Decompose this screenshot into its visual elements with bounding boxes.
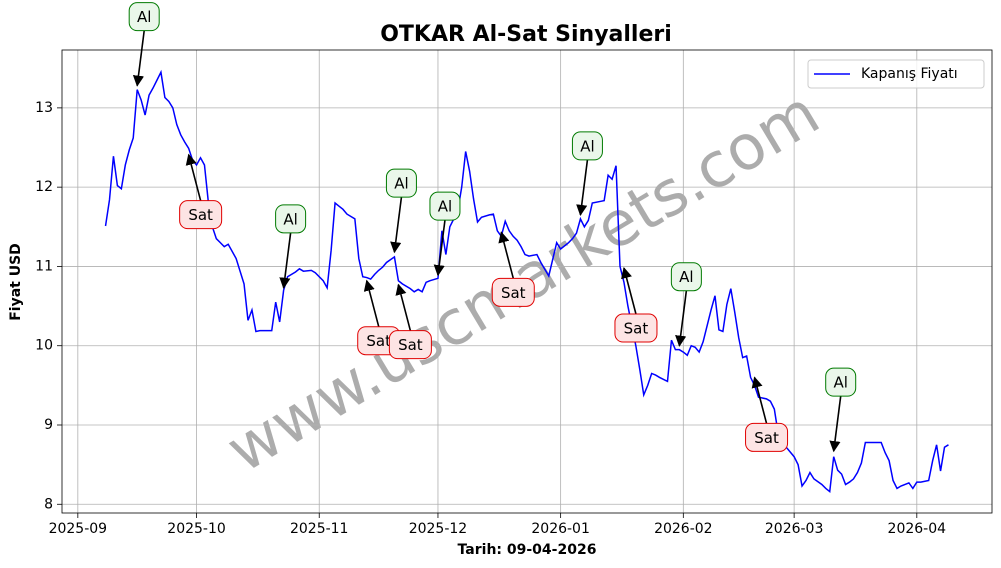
signal-arrow bbox=[395, 283, 412, 331]
x-tick-label: 2025-09 bbox=[49, 521, 108, 537]
signal-arrow bbox=[132, 30, 145, 87]
y-tick-label: 12 bbox=[35, 179, 53, 195]
signal-label: Sat bbox=[501, 284, 526, 302]
signal-label: Al bbox=[580, 137, 594, 155]
signal-arrow bbox=[279, 232, 292, 289]
signal-label: Sat bbox=[366, 332, 391, 350]
plot-frame bbox=[61, 49, 993, 514]
signal-box bbox=[385, 168, 417, 198]
x-tick-label: 2025-11 bbox=[290, 521, 349, 537]
signal-box bbox=[179, 200, 223, 230]
signal-label: Al bbox=[394, 175, 408, 193]
y-tick-label: 8 bbox=[44, 496, 53, 512]
x-tick-label: 2026-03 bbox=[765, 521, 824, 537]
signal-arrow bbox=[829, 396, 842, 453]
signal-arrow bbox=[751, 376, 768, 424]
legend-box bbox=[807, 59, 985, 89]
signal-arrow bbox=[675, 290, 688, 347]
y-tick-label: 9 bbox=[44, 417, 53, 433]
x-tick-label: 2026-01 bbox=[531, 521, 590, 537]
signal-box bbox=[614, 313, 658, 343]
signal-box bbox=[745, 422, 789, 452]
signal-box bbox=[825, 367, 857, 397]
signal-label: Al bbox=[283, 210, 297, 228]
signal-arrow bbox=[390, 197, 403, 254]
signal-label: Al bbox=[679, 268, 693, 286]
signal-arrow bbox=[576, 159, 589, 217]
signal-label: Al bbox=[833, 374, 847, 392]
x-tick-label: 2026-02 bbox=[654, 521, 713, 537]
signal-arrow bbox=[185, 153, 202, 201]
signal-arrow bbox=[433, 220, 446, 277]
signal-box bbox=[670, 262, 702, 292]
signal-label: Sat bbox=[188, 206, 213, 224]
signal-box bbox=[491, 277, 535, 307]
legend-label: Kapanış Fiyatı bbox=[861, 66, 958, 82]
signal-box bbox=[128, 2, 160, 32]
signal-arrow bbox=[621, 266, 637, 315]
signal-box bbox=[429, 191, 461, 221]
price-line bbox=[104, 69, 949, 494]
signal-arrow bbox=[498, 231, 515, 279]
legend: Kapanış Fiyatı bbox=[807, 59, 985, 89]
signal-label: Al bbox=[438, 198, 452, 216]
signal-box bbox=[275, 204, 307, 234]
x-tick-label: 2026-04 bbox=[888, 521, 947, 537]
x-tick-label: 2025-12 bbox=[409, 521, 468, 537]
signal-arrow bbox=[363, 279, 380, 327]
y-axis-label: Fiyat USD bbox=[8, 243, 24, 321]
signal-label: Sat bbox=[624, 320, 649, 338]
signal-label: Sat bbox=[398, 336, 423, 354]
signal-label: Sat bbox=[754, 429, 779, 447]
y-tick-label: 11 bbox=[35, 258, 53, 274]
signal-label: Al bbox=[137, 8, 151, 26]
signal-box bbox=[388, 330, 432, 360]
x-axis-label: Tarih: 09-04-2026 bbox=[458, 542, 597, 558]
chart-title: OTKAR Al-Sat Sinyalleri bbox=[380, 22, 672, 47]
x-tick-label: 2025-10 bbox=[167, 521, 226, 537]
signal-box bbox=[571, 131, 603, 161]
y-tick-label: 13 bbox=[35, 100, 53, 116]
y-tick-label: 10 bbox=[35, 338, 53, 354]
